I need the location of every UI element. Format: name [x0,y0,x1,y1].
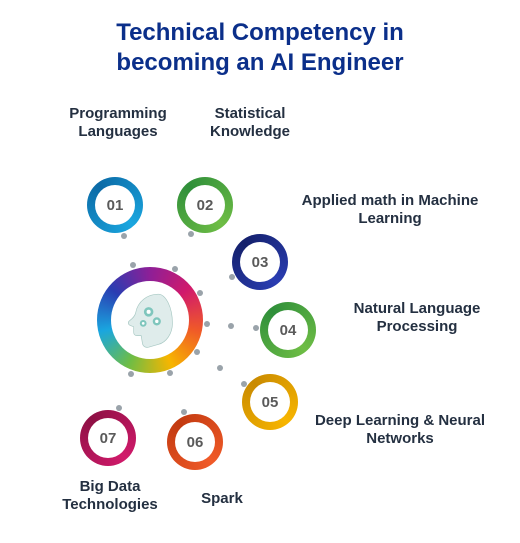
competency-node-07: 07 [80,410,136,466]
competency-label-01: Programming Languages [48,105,188,141]
connector-dot [130,262,136,268]
node-number: 01 [95,185,135,225]
connector-dot [181,409,187,415]
competency-node-02: 02 [177,177,233,233]
connector-dot [217,365,223,371]
node-number: 07 [88,418,128,458]
competency-node-03: 03 [232,234,288,290]
connector-dot [167,370,173,376]
competency-node-06: 06 [167,414,223,470]
competency-label-05: Deep Learning & Neural Networks [310,412,490,448]
competency-node-01: 01 [87,177,143,233]
connector-dot [188,231,194,237]
competency-label-02: Statistical Knowledge [190,105,310,141]
connector-dot [204,321,210,327]
connector-dot [194,349,200,355]
hub [97,267,203,373]
hub-inner [111,281,189,359]
node-number: 05 [250,382,290,422]
connector-dot [253,325,259,331]
diagram-stage: 01 Programming Languages 02 Statistical Kno… [0,0,520,543]
node-number: 03 [240,242,280,282]
connector-dot [241,381,247,387]
competency-node-04: 04 [260,302,316,358]
connector-dot [197,290,203,296]
connector-dot [172,266,178,272]
ai-head-icon [116,286,184,354]
competency-label-03: Applied math in Machine Learning [300,192,480,228]
connector-dot [228,323,234,329]
node-number: 02 [185,185,225,225]
competency-label-07: Big Data Technologies [40,478,180,514]
node-number: 04 [268,310,308,350]
competency-node-05: 05 [242,374,298,430]
node-number: 06 [175,422,215,462]
connector-dot [229,274,235,280]
competency-label-04: Natural Language Processing [332,300,502,336]
connector-dot [121,233,127,239]
competency-label-06: Spark [182,490,262,508]
connector-dot [128,371,134,377]
connector-dot [116,405,122,411]
